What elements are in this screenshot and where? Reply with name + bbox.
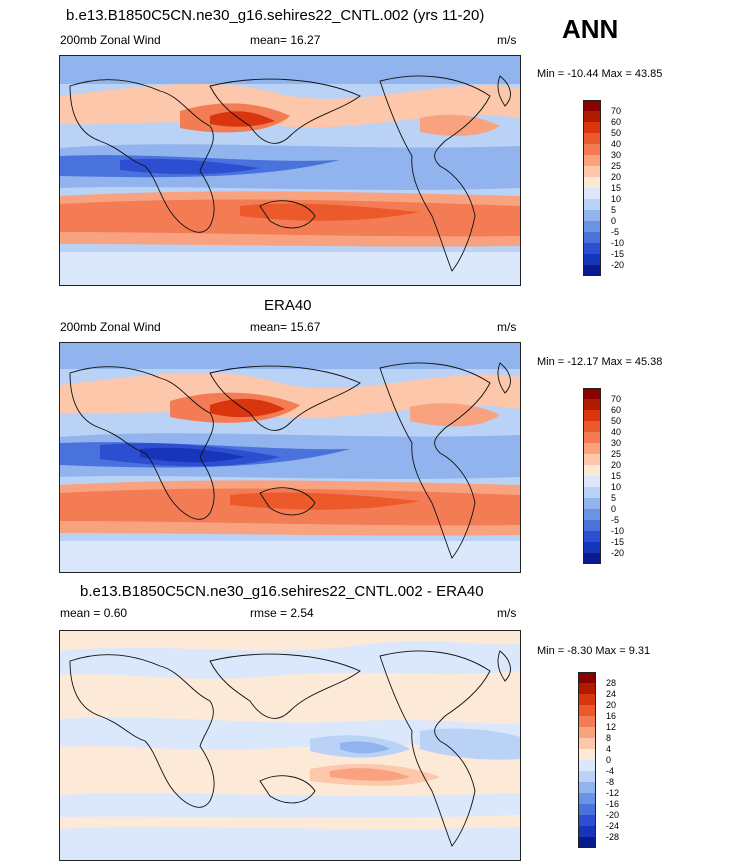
panel-2-tick: 5	[611, 493, 617, 503]
panel-3-minmax: Min = -8.30 Max = 9.31	[537, 645, 651, 657]
panel-3-colorbar: 28 24 20 16 12 8 4 0 -4 -8 -12 -16 -20 -…	[578, 672, 619, 848]
panel-2-tick: 30	[611, 438, 622, 448]
panel-1-tick: 25	[611, 161, 622, 171]
panel-1-tick: -5	[611, 227, 620, 237]
panel-3-tick: -12	[606, 788, 620, 798]
panel-1-tick: 20	[611, 172, 622, 182]
panel-1-tick: 50	[611, 128, 622, 138]
panel-1-tick: -15	[611, 249, 625, 259]
panel-2-tick: 60	[611, 405, 622, 415]
panel-3-units: m/s	[497, 606, 517, 620]
panel-3-tick: 0	[606, 755, 612, 765]
panel-3-tick: -8	[606, 777, 615, 787]
panel-1-tick: -10	[611, 238, 625, 248]
panel-3-tick: 12	[606, 722, 617, 732]
panel-2-tick: 40	[611, 427, 622, 437]
panel-3-tick: 24	[606, 689, 617, 699]
panel-1-tick: 40	[611, 139, 622, 149]
panel-1-tick: -20	[611, 260, 625, 270]
panel-2-minmax: Min = -12.17 Max = 45.38	[537, 356, 663, 368]
panel-1-tick: 30	[611, 150, 622, 160]
panel-2-contour-field	[60, 343, 520, 572]
panel-2-title: ERA40	[264, 297, 312, 314]
panel-3-tick: -20	[606, 810, 620, 820]
panel-2-tick: 20	[611, 460, 622, 470]
panel-2-tick: 0	[611, 504, 617, 514]
panel-1-tick: 70	[611, 106, 622, 116]
panel-3-tick: 16	[606, 711, 617, 721]
panel-2-mean-label: mean= 15.67	[250, 320, 321, 334]
panel-1-title: b.e13.B1850C5CN.ne30_g16.sehires22_CNTL.…	[66, 7, 485, 24]
season-label: ANN	[562, 14, 619, 44]
panel-1-tick: 0	[611, 216, 617, 226]
panel-1-colorbar: 70 60 50 40 30 25 20 15 10 5 0 -5 -10 -1…	[583, 100, 624, 276]
panel-1-tick: 10	[611, 194, 622, 204]
panel-1-units: m/s	[497, 33, 517, 47]
panel-2-tick: -20	[611, 548, 625, 558]
panel-2-tick: 10	[611, 482, 622, 492]
panel-1-mean-label: mean= 16.27	[250, 33, 321, 47]
panel-2-tick: 15	[611, 471, 622, 481]
panel-1-map	[59, 55, 521, 286]
panel-1-minmax: Min = -10.44 Max = 43.85	[537, 68, 663, 80]
panel-2-tick: 25	[611, 449, 622, 459]
panel-1-left-label: 200mb Zonal Wind	[60, 33, 161, 47]
panel-1-tick: 15	[611, 183, 622, 193]
panel-2-tick: 50	[611, 416, 622, 426]
panel-2-tick: -5	[611, 515, 620, 525]
panel-3-tick: 8	[606, 733, 612, 743]
panel-2-colorbar: 70 60 50 40 30 25 20 15 10 5 0 -5 -10 -1…	[583, 388, 624, 564]
panel-3-tick: 4	[606, 744, 612, 754]
panel-3-tick: 20	[606, 700, 617, 710]
panel-3-tick: -24	[606, 821, 620, 831]
panel-2-tick: 70	[611, 394, 622, 404]
panel-1-tick: 5	[611, 205, 617, 215]
panel-3-tick: -28	[606, 832, 620, 842]
panel-2-left-label: 200mb Zonal Wind	[60, 320, 161, 334]
panel-3-mean-label: mean = 0.60	[60, 606, 128, 620]
panel-2-map	[59, 342, 521, 573]
panel-3-contour-field	[60, 631, 520, 860]
panel-3-map	[59, 630, 521, 861]
panel-3-tick: -16	[606, 799, 620, 809]
panel-3-tick: -4	[606, 766, 615, 776]
panel-1-contour-field	[60, 56, 520, 285]
panel-1-tick: 60	[611, 117, 622, 127]
panel-2-units: m/s	[497, 320, 517, 334]
panel-2-tick: -15	[611, 537, 625, 547]
panel-2-tick: -10	[611, 526, 625, 536]
panel-3-title: b.e13.B1850C5CN.ne30_g16.sehires22_CNTL.…	[80, 583, 484, 600]
panel-3-tick: 28	[606, 678, 617, 688]
panel-3-rmse-label: rmse = 2.54	[250, 606, 314, 620]
